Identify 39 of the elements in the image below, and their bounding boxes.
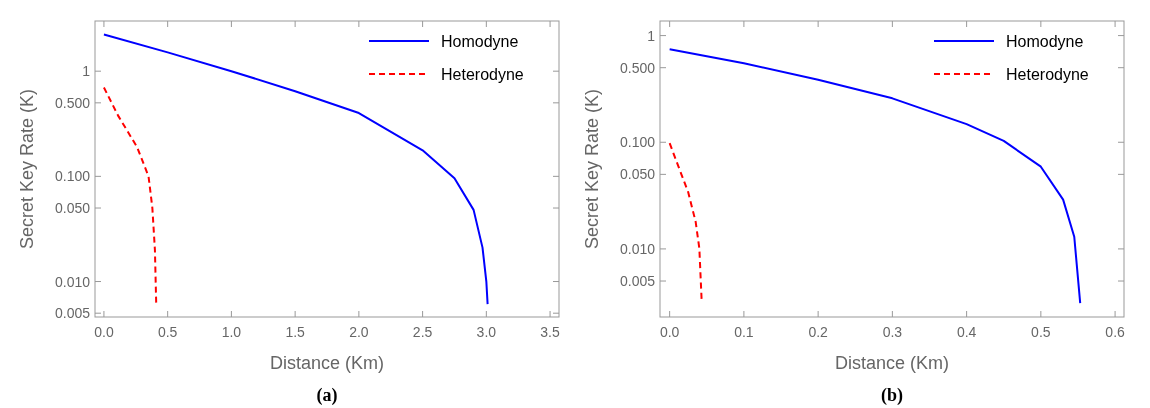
legend-label: Heterodyne <box>441 66 524 83</box>
x-tick-label: 0.5 <box>1031 324 1051 340</box>
x-tick-label: 0.4 <box>956 324 977 340</box>
x-tick-label: 3.5 <box>540 324 561 340</box>
y-tick-label: 0.500 <box>619 59 656 76</box>
y-tick-label: 0.050 <box>54 200 91 217</box>
y-axis-title: Secret Key Rate (K) <box>582 88 602 250</box>
legend-label: Homodyne <box>1006 33 1084 50</box>
y-tick-label: 0.010 <box>54 273 91 290</box>
y-tick-label: 1 <box>647 27 656 44</box>
y-tick-label: 0.005 <box>619 273 656 290</box>
y-tick-label: 0.050 <box>619 166 656 183</box>
x-tick-label: 2.0 <box>349 324 369 340</box>
x-axis-title: Distance (Km) <box>834 353 950 373</box>
x-tick-label: 0.3 <box>882 324 903 340</box>
x-tick-label: 0.6 <box>1105 324 1126 340</box>
y-tick-label: 0.100 <box>619 134 656 151</box>
y-tick-label: 0.010 <box>619 240 656 257</box>
legend-label: Heterodyne <box>1006 66 1089 83</box>
y-tick-label: 1 <box>82 63 91 80</box>
x-tick-label: 1.5 <box>285 324 306 340</box>
line-series <box>102 86 158 304</box>
x-tick-label: 3.0 <box>476 324 497 340</box>
legend-label: Homodyne <box>441 33 519 50</box>
x-axis-title: Distance (Km) <box>269 353 385 373</box>
x-tick-label: 1.0 <box>221 324 242 340</box>
text: (a) <box>316 385 338 406</box>
x-tick-label: 0.5 <box>157 324 178 340</box>
x-tick-label: 0.1 <box>734 324 754 340</box>
x-tick-label: 0.0 <box>659 324 680 340</box>
y-tick-label: 0.005 <box>54 305 91 322</box>
x-tick-label: 2.5 <box>412 324 433 340</box>
y-tick-label: 0.100 <box>54 168 91 185</box>
x-tick-label: 0.2 <box>808 324 829 340</box>
x-tick-label: 0.0 <box>94 324 114 340</box>
y-axis-title: Secret Key Rate (K) <box>17 88 37 250</box>
text: (b) <box>881 385 903 406</box>
line-series <box>668 142 703 300</box>
y-tick-label: 0.500 <box>54 94 91 111</box>
